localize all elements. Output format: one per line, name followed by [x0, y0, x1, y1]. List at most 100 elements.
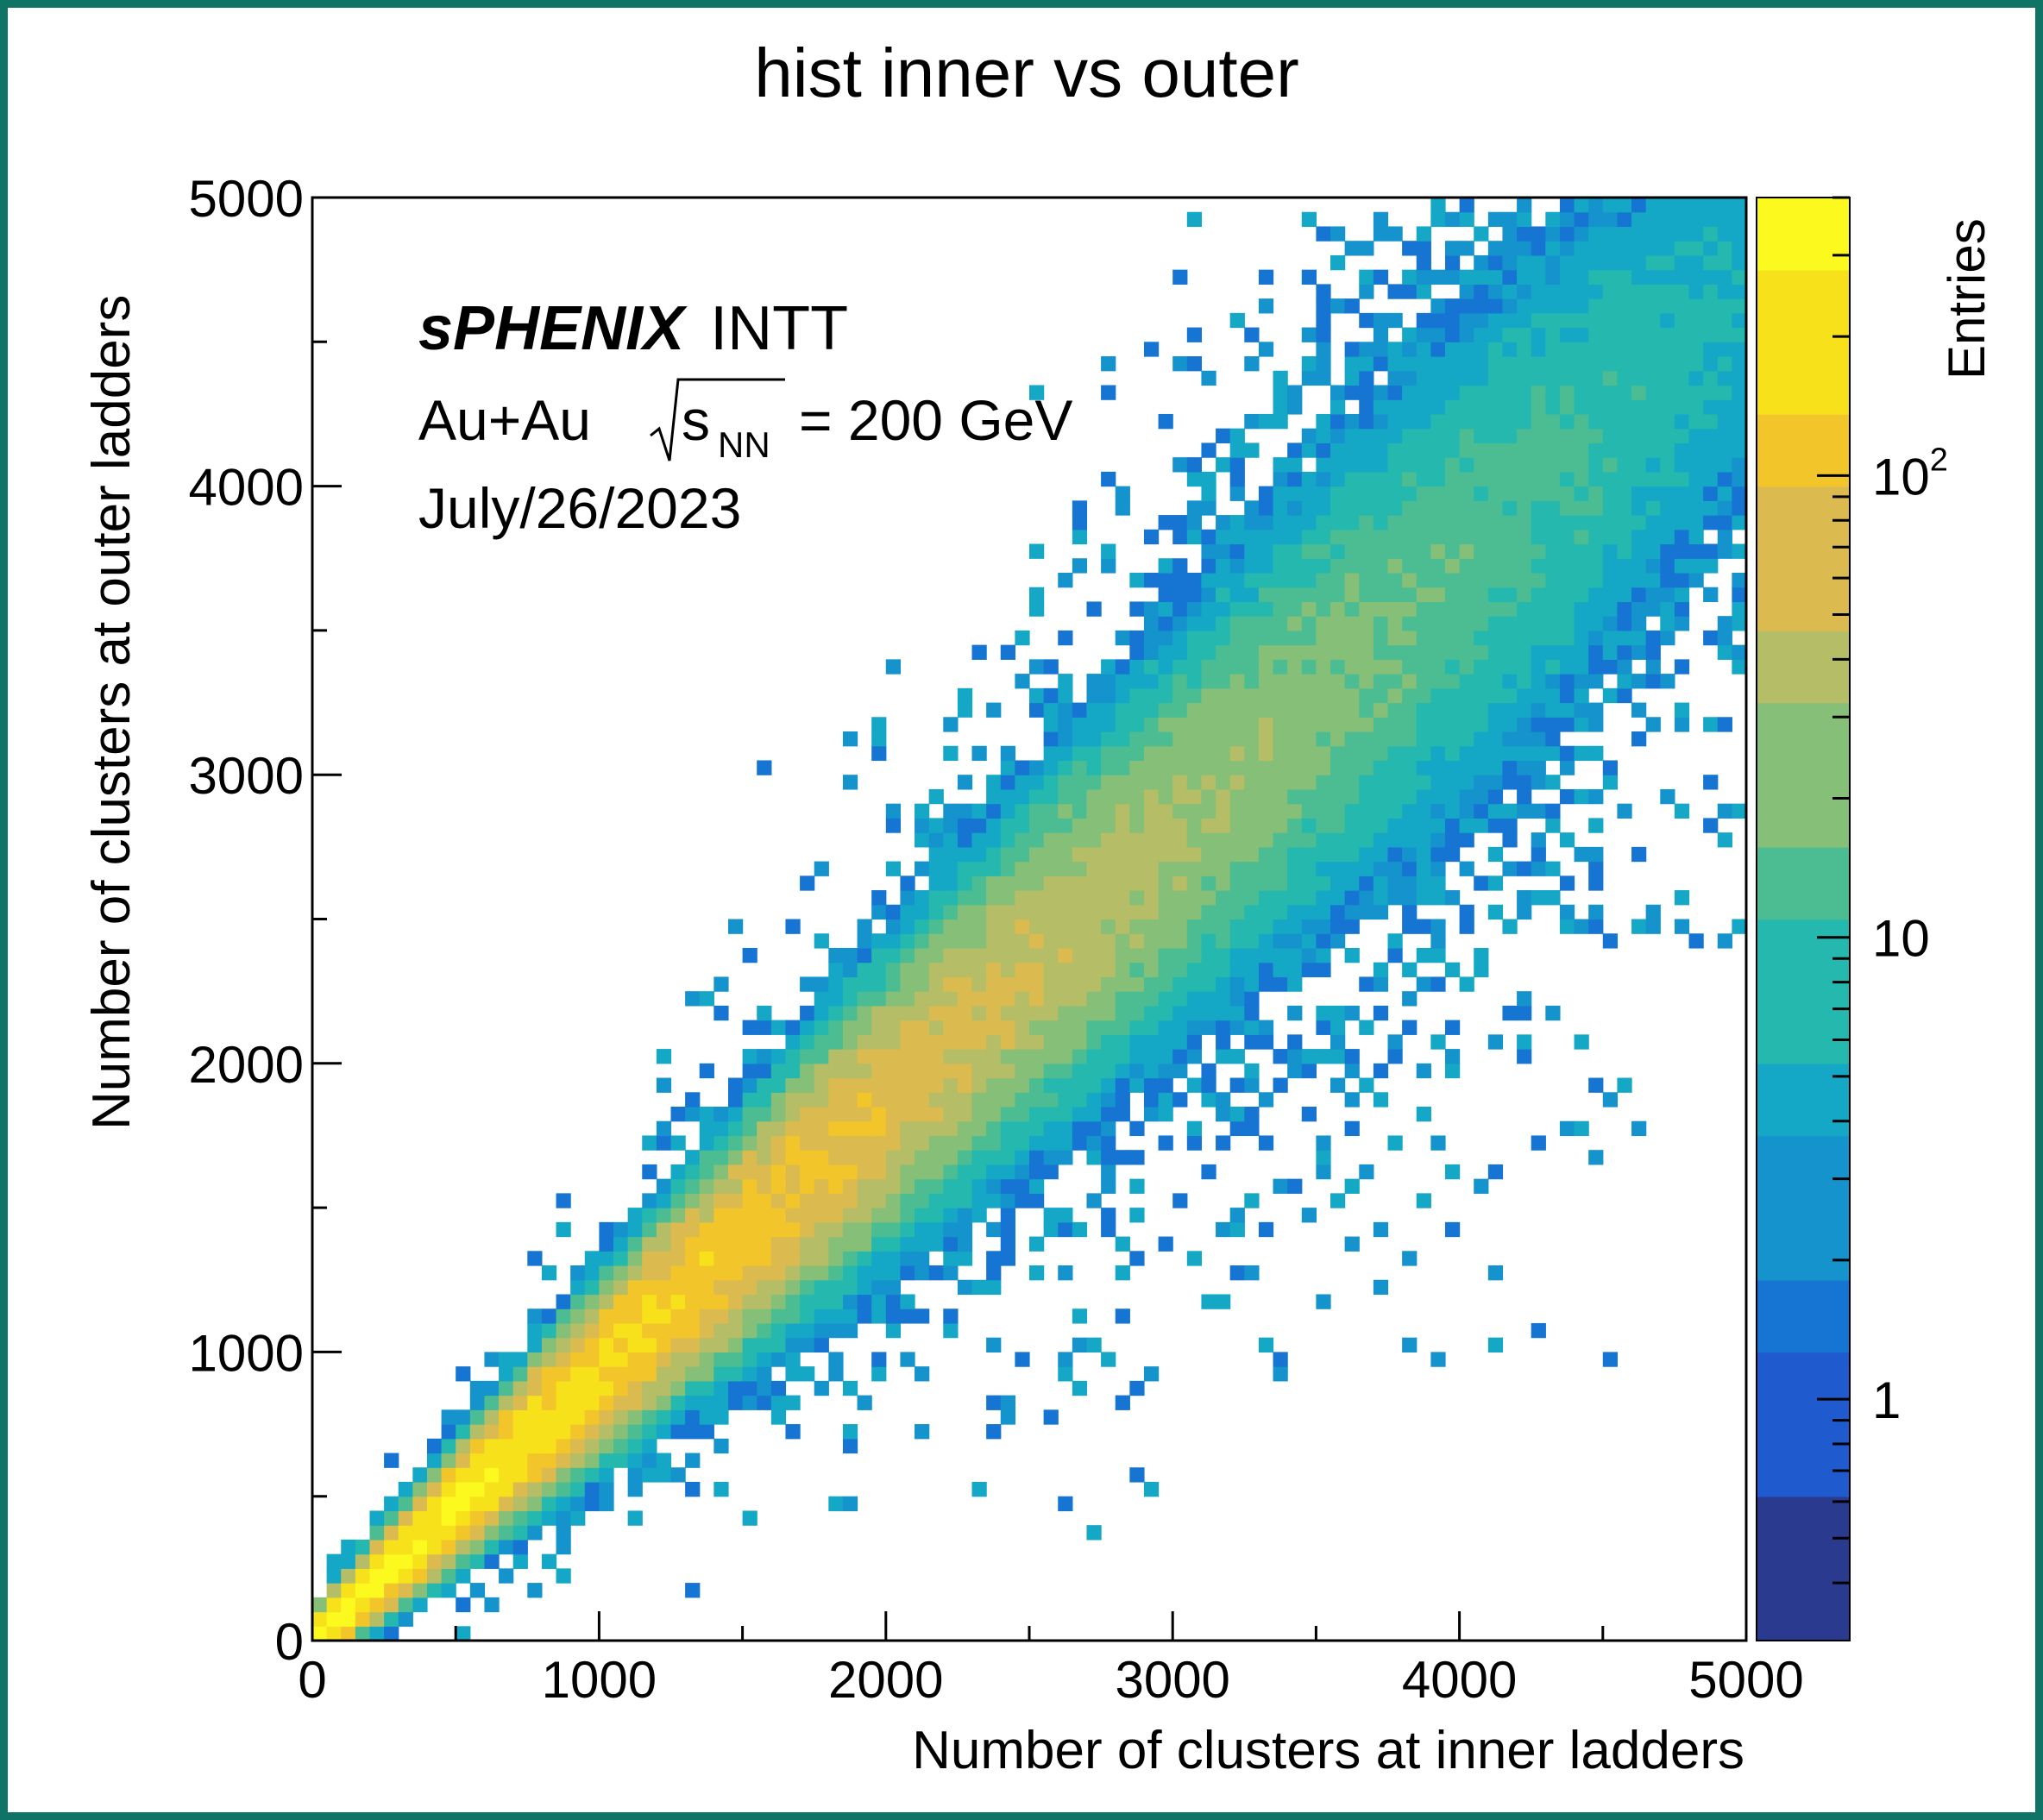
heatmap-cell [1703, 327, 1719, 342]
heatmap-cell [1402, 775, 1418, 790]
heatmap-cell [670, 1322, 686, 1339]
heatmap-cell [1444, 413, 1461, 430]
heatmap-cell [1602, 529, 1619, 545]
heatmap-cell [1287, 1063, 1303, 1079]
heatmap-cell [1373, 211, 1389, 228]
heatmap-cell [1487, 241, 1504, 256]
heatmap-cell [441, 1568, 456, 1584]
heatmap-cell [1402, 529, 1418, 545]
heatmap-cell [814, 933, 829, 949]
heatmap-cell [1273, 702, 1288, 718]
heatmap-cell [398, 1481, 413, 1497]
heatmap-cell [1043, 991, 1059, 1007]
heatmap-cell [1688, 515, 1704, 530]
heatmap-cell [1229, 904, 1245, 920]
heatmap-cell [885, 1236, 902, 1252]
heatmap-cell [1072, 991, 1088, 1007]
heatmap-cell [1015, 1135, 1030, 1151]
heatmap-cell [1000, 1049, 1015, 1064]
heatmap-cell [1172, 904, 1188, 920]
heatmap-cell [699, 1352, 714, 1367]
heatmap-cell [1517, 413, 1532, 430]
heatmap-cell [1301, 674, 1317, 689]
heatmap-cell [1000, 1106, 1015, 1122]
heatmap-cell [484, 1525, 500, 1541]
heatmap-cell [885, 1077, 902, 1093]
heatmap-cell [900, 890, 915, 906]
heatmap-cell [1344, 543, 1360, 559]
heatmap-cell [1330, 832, 1346, 848]
heatmap-cell [770, 1178, 787, 1194]
heatmap-cell [1474, 687, 1489, 704]
heatmap-cell [1487, 687, 1504, 704]
heatmap-cell [384, 1568, 399, 1584]
heatmap-cell [1201, 933, 1216, 949]
heatmap-cell [1143, 1106, 1160, 1122]
heatmap-cell [1430, 818, 1446, 833]
heatmap-cell [1732, 616, 1747, 631]
heatmap-cell [1559, 919, 1575, 934]
heatmap-cell [1416, 356, 1431, 372]
heatmap-cell [1143, 529, 1160, 545]
heatmap-cell [1517, 687, 1532, 704]
heatmap-cell [1301, 702, 1317, 718]
heatmap-cell [1344, 731, 1360, 747]
heatmap-cell [857, 919, 872, 934]
heatmap-cell [1588, 399, 1604, 415]
heatmap-cell [1559, 616, 1575, 631]
heatmap-cell [1143, 731, 1160, 747]
heatmap-cell [842, 1309, 858, 1324]
heatmap-cell [1474, 947, 1489, 963]
heatmap-cell [1015, 919, 1030, 934]
heatmap-cell [928, 788, 944, 805]
heatmap-cell [1172, 1020, 1188, 1035]
heatmap-cell [599, 1294, 614, 1309]
heatmap-cell [584, 1481, 600, 1497]
heatmap-cell [1430, 428, 1446, 444]
heatmap-cell [957, 1106, 973, 1122]
heatmap-cell [1545, 587, 1561, 603]
heatmap-cell [885, 904, 902, 920]
heatmap-cell [1330, 788, 1346, 805]
heatmap-cell [1574, 254, 1589, 271]
heatmap-cell [871, 933, 887, 949]
heatmap-cell [1574, 370, 1589, 386]
heatmap-cell [1359, 616, 1374, 631]
heatmap-cell [1344, 1178, 1360, 1194]
heatmap-cell [1244, 1063, 1260, 1079]
heatmap-cell [1617, 471, 1632, 487]
heatmap-cell [1574, 385, 1589, 400]
heatmap-cell [1674, 659, 1690, 675]
heatmap-cell [1301, 890, 1317, 906]
heatmap-cell [885, 1106, 902, 1122]
heatmap-cell [1143, 659, 1160, 675]
heatmap-cell [900, 1063, 915, 1079]
heatmap-cell [1502, 254, 1518, 271]
heatmap-cell [727, 1294, 744, 1309]
heatmap-cell [957, 1049, 973, 1064]
heatmap-cell [1244, 904, 1260, 920]
heatmap-cell [1101, 1208, 1116, 1223]
heatmap-cell [426, 1583, 443, 1598]
heatmap-cell [1387, 572, 1403, 588]
heatmap-cell [1373, 687, 1389, 704]
heatmap-cell [1387, 644, 1403, 660]
heatmap-cell [1474, 254, 1489, 271]
heatmap-cell [412, 1467, 428, 1483]
heatmap-cell [757, 1208, 772, 1223]
heatmap-cell [1545, 399, 1561, 415]
heatmap-cell [1186, 731, 1203, 747]
heatmap-cell [986, 919, 1002, 934]
heatmap-cell [1172, 745, 1188, 762]
heatmap-cell [1674, 471, 1690, 487]
heatmap-cell [1229, 601, 1245, 617]
heatmap-cell [1301, 543, 1317, 559]
heatmap-cell [1101, 659, 1116, 675]
heatmap-cell [1660, 370, 1675, 386]
heatmap-cell [1216, 428, 1231, 444]
heatmap-cell [971, 976, 987, 992]
heatmap-cell [1072, 1020, 1088, 1035]
heatmap-cell [1732, 284, 1747, 299]
heatmap-cell [1474, 370, 1489, 386]
